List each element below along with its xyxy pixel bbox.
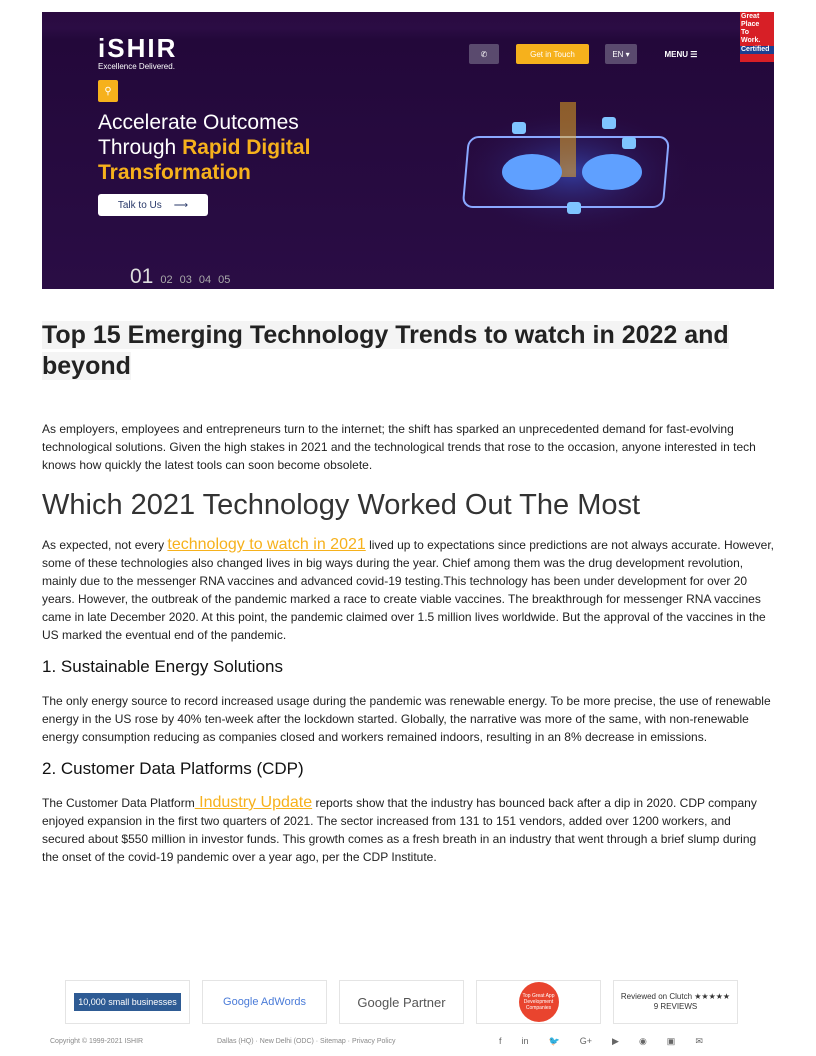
technology-2021-link[interactable]: technology to watch in 2021 bbox=[167, 536, 366, 553]
linkedin-icon[interactable]: in bbox=[521, 1035, 529, 1046]
facebook-icon[interactable]: f bbox=[499, 1035, 502, 1046]
email-icon[interactable]: ✉ bbox=[695, 1035, 703, 1046]
social-icons: f in 🐦 G+ ▶ ◉ ▣ ✉ bbox=[499, 1036, 703, 1047]
ishir-logo[interactable]: iSHIR Excellence Delivered. bbox=[98, 33, 178, 71]
article-title: Top 15 Emerging Technology Trends to wat… bbox=[42, 321, 729, 380]
badge-google-partner: Google Partner bbox=[339, 980, 464, 1024]
youtube-icon[interactable]: ▶ bbox=[612, 1035, 619, 1046]
slide-pagination: 01 02 03 04 05 bbox=[130, 265, 230, 289]
industry-update-link[interactable]: Industry Update bbox=[194, 794, 313, 811]
hero-banner: iSHIR Excellence Delivered. ✆ Get in Touc… bbox=[42, 12, 774, 289]
slide-04[interactable]: 04 bbox=[198, 274, 212, 286]
phone-icon: ✆ bbox=[480, 49, 488, 59]
subheading-cdp: 2. Customer Data Platforms (CDP) bbox=[42, 759, 304, 778]
badge-google-adwords: Google AdWords bbox=[202, 980, 327, 1024]
slide-03[interactable]: 03 bbox=[179, 274, 192, 286]
hero-headline: Accelerate Outcomes Through Rapid Digita… bbox=[98, 111, 311, 184]
footer-links[interactable]: Dallas (HQ) · New Delhi (ODC) · Sitemap … bbox=[217, 1037, 396, 1045]
paragraph-2021: As expected, not every technology to wat… bbox=[42, 536, 774, 642]
twitter-icon[interactable]: 🐦 bbox=[548, 1035, 560, 1046]
section-heading: Which 2021 Technology Worked Out The Mos… bbox=[42, 489, 641, 521]
talk-to-us-button[interactable]: Talk to Us ⟶ bbox=[98, 194, 208, 216]
footer: Copyright © 1999-2021 ISHIR Dallas (HQ) … bbox=[42, 1030, 752, 1052]
search-icon: ⚲ bbox=[104, 85, 112, 97]
article: Top 15 Emerging Technology Trends to wat… bbox=[42, 320, 774, 866]
flickr-icon[interactable]: ▣ bbox=[666, 1035, 676, 1046]
arrow-right-icon: ⟶ bbox=[173, 199, 189, 211]
copyright: Copyright © 1999-2021 ISHIR bbox=[50, 1037, 144, 1045]
badge-clutch: Reviewed on Clutch ★★★★★ 9 REVIEWS bbox=[613, 980, 738, 1024]
subheading-energy: 1. Sustainable Energy Solutions bbox=[42, 657, 283, 676]
badge-app-futura: Top Great App Development Companies bbox=[476, 980, 601, 1024]
rss-icon[interactable]: ◉ bbox=[638, 1035, 647, 1046]
menu-button[interactable]: MENU ☰ bbox=[664, 49, 698, 59]
phone-button[interactable]: ✆ bbox=[469, 44, 499, 64]
get-in-touch-button[interactable]: Get in Touch bbox=[516, 44, 589, 64]
search-button[interactable]: ⚲ bbox=[98, 80, 118, 102]
paragraph-energy: The only energy source to record increas… bbox=[42, 694, 771, 744]
slide-01[interactable]: 01 bbox=[130, 265, 154, 288]
slide-05[interactable]: 05 bbox=[218, 274, 231, 286]
great-place-to-work-badge: Great Place To Work. Certified bbox=[740, 12, 774, 62]
slide-02[interactable]: 02 bbox=[160, 274, 173, 286]
google-plus-icon[interactable]: G+ bbox=[579, 1035, 593, 1046]
hero-illustration bbox=[452, 102, 692, 232]
paragraph-cdp: The Customer Data Platform Industry Upda… bbox=[42, 794, 757, 864]
language-select[interactable]: EN ▾ bbox=[605, 44, 637, 64]
badge-10000-small-businesses: 10,000 small businesses bbox=[65, 980, 190, 1024]
intro-paragraph: As employers, employees and entrepreneur… bbox=[42, 422, 756, 472]
partner-badges: 10,000 small businesses Google AdWords G… bbox=[65, 980, 738, 1024]
